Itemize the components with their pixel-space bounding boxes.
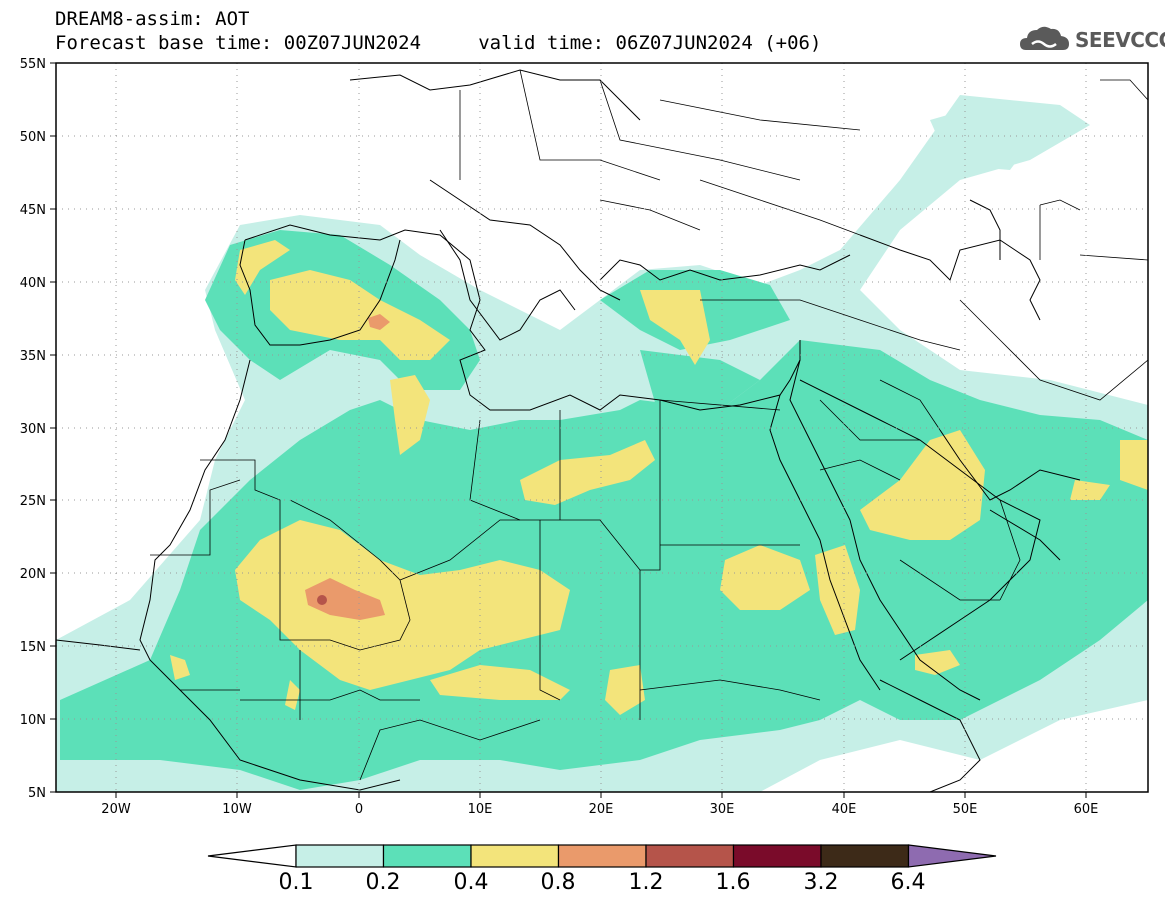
lat-label: 5N [28,786,46,801]
colorbar-label: 0.4 [453,870,489,895]
lat-label: 35N [20,349,46,364]
colorbar-swatch [470,844,560,868]
aot-level-0.8 [305,314,390,620]
lon-label: 60E [1074,802,1099,817]
colorbar-label: 0.2 [365,870,401,895]
colorbar-max-arrow [907,844,997,868]
lat-ticks [50,62,56,793]
colorbar-label: 1.2 [628,870,664,895]
gridlines [56,63,1148,792]
lon-label: 30E [710,802,735,817]
lon-labels: 20W 10W 0 10E 20E 30E 40E 50E 60E [101,802,1098,817]
colorbar-min-arrow [207,844,297,868]
lat-label: 10N [20,713,46,728]
lat-label: 55N [20,57,46,72]
lat-labels: 55N 50N 45N 40N 35N 30N 25N 20N 15N 10N … [20,57,46,801]
colorbar-label: 0.8 [540,870,576,895]
colorbar-swatch [557,844,647,868]
lon-label: 10E [468,802,493,817]
aot-level-1.2 [317,595,327,605]
coastlines [56,69,1081,792]
map-title: DREAM8-assim: AOT [55,8,250,30]
lat-label: 15N [20,640,46,655]
lat-label: 30N [20,422,46,437]
lat-label: 20N [20,567,46,582]
colorbar-swatch [645,844,735,868]
lon-label: 40E [832,802,857,817]
colorbar-label: 3.2 [803,870,839,895]
colorbar-label: 6.4 [890,870,926,895]
cloud-icon [1020,26,1069,50]
seevccc-logo: SEEVCCC [1075,28,1165,52]
lon-label: 20W [101,802,131,817]
colorbar-swatch [820,844,910,868]
forecast-time-line: Forecast base time: 00Z07JUN2024 valid t… [55,32,822,54]
lon-ticks [115,792,1087,798]
lon-label: 50E [953,802,978,817]
colorbar-label: 1.6 [715,870,751,895]
lat-label: 25N [20,494,46,509]
colorbar-label: 0.1 [278,870,314,895]
lat-label: 40N [20,276,46,291]
aot-level-0.4 [170,240,1148,715]
aot-fields [56,95,1148,792]
colorbar-swatch [382,844,472,868]
lon-label: 10W [222,802,252,817]
lat-label: 50N [20,130,46,145]
lat-label: 45N [20,203,46,218]
colorbar-swatch [295,844,385,868]
colorbar-swatch [732,844,822,868]
lon-label: 20E [589,802,614,817]
lon-label: 0 [355,802,363,817]
